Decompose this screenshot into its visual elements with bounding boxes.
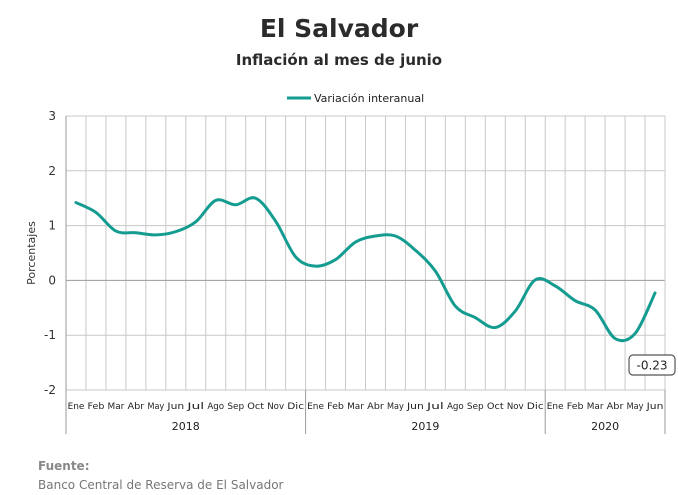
legend-label: Variación interanual (314, 92, 424, 105)
x-tick-label: Dic (287, 402, 304, 412)
x-tick-label: Abr (127, 402, 144, 412)
year-label: 2019 (411, 420, 439, 433)
x-tick-label: Jun (406, 402, 424, 412)
y-tick-label: 0 (48, 273, 56, 287)
x-tick-label: Feb (327, 402, 344, 412)
x-tick-label: Feb (567, 402, 584, 412)
x-tick-label: Mar (108, 402, 125, 412)
y-axis-title: Porcentajes (25, 221, 38, 285)
x-tick-label: Ago (207, 402, 224, 412)
y-tick-label: -2 (44, 383, 56, 397)
x-tick-label: Oct (487, 402, 504, 412)
source-label: Fuente: (38, 459, 90, 473)
y-tick-label: 1 (48, 219, 56, 233)
x-tick-label: May (627, 402, 644, 412)
x-tick-label: Nov (267, 402, 284, 412)
x-tick-label: Mar (347, 402, 364, 412)
x-tick-label: Sep (227, 402, 244, 412)
x-tick-label: Ago (447, 402, 464, 412)
x-tick-label: Jul (186, 402, 204, 412)
x-tick-label: Jun (166, 402, 184, 412)
x-tick-label: May (147, 402, 164, 412)
x-tick-label: Mar (587, 402, 604, 412)
x-tick-label: Feb (88, 402, 105, 412)
year-label: 2020 (591, 420, 619, 433)
year-label: 2018 (172, 420, 200, 433)
series-line (74, 196, 657, 343)
x-tick-label: May (387, 402, 404, 412)
x-tick-label: Nov (507, 402, 524, 412)
x-tick-label: Oct (247, 402, 264, 412)
y-tick-label: 2 (48, 164, 56, 178)
x-tick-label: Ene (547, 402, 564, 412)
y-tick-label: 3 (48, 109, 56, 123)
data-label: -0.23 (636, 359, 667, 373)
x-tick-label: Dic (527, 402, 544, 412)
chart-title: El Salvador (259, 14, 419, 43)
x-tick-label: Jul (425, 402, 443, 412)
x-tick-label: Jun (645, 402, 663, 412)
source-text: Banco Central de Reserva de El Salvador (38, 478, 284, 492)
x-tick-label: Abr (367, 402, 384, 412)
x-tick-label: Abr (607, 402, 624, 412)
x-tick-label: Ene (68, 402, 85, 412)
data-label-box (628, 354, 676, 376)
x-tick-label: Ene (307, 402, 324, 412)
x-tick-label: Sep (467, 402, 484, 412)
y-tick-label: -1 (44, 328, 56, 342)
chart-subtitle: Inflación al mes de junio (235, 51, 443, 69)
